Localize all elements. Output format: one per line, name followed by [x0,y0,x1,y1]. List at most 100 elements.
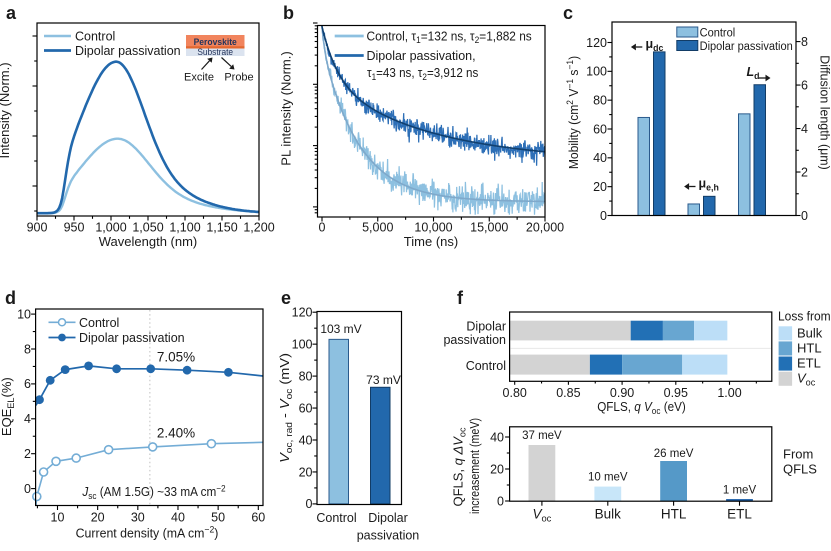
svg-text:60: 60 [251,511,265,525]
svg-text:Control: Control [700,27,736,39]
svg-text:Perovskite: Perovskite [194,37,237,47]
svg-text:8: 8 [24,342,31,356]
svg-text:Bulk: Bulk [595,507,622,522]
svg-text:QFLS: QFLS [783,462,817,477]
svg-text:15,000: 15,000 [470,221,508,235]
svg-text:Voc: Voc [797,371,816,388]
svg-text:increasement (meV): increasement (meV) [468,418,482,514]
svg-text:2: 2 [801,165,808,179]
svg-text:4: 4 [801,122,808,136]
svg-text:10: 10 [51,511,65,525]
svg-text:c: c [563,3,573,23]
svg-text:HTL: HTL [797,341,822,356]
svg-text:120: 120 [586,36,607,50]
svg-text:1,050: 1,050 [132,221,163,235]
svg-text:0: 0 [801,209,808,223]
svg-text:Dipolar passivation: Dipolar passivation [700,41,793,53]
svg-text:Dipolar passivation,: Dipolar passivation, [367,49,476,63]
svg-text:1.00: 1.00 [717,386,741,400]
svg-text:Wavelength (nm): Wavelength (nm) [99,234,198,249]
svg-text:Diffusion length (μm): Diffusion length (μm) [817,55,831,170]
svg-text:Control: Control [75,30,115,44]
svg-text:0: 0 [24,482,31,496]
svg-text:37 meV: 37 meV [522,430,562,442]
svg-text:40: 40 [593,151,607,165]
svg-text:10 meV: 10 meV [588,472,628,484]
svg-text:QFLS, q Voc (eV): QFLS, q Voc (eV) [597,399,686,416]
svg-text:Jsc (AM 1.5G) ~33 mA cm−2: Jsc (AM 1.5G) ~33 mA cm−2 [81,483,226,501]
svg-text:60: 60 [593,122,607,136]
svg-text:Dipolar: Dipolar [368,511,408,525]
svg-text:0: 0 [306,497,313,511]
svg-text:20: 20 [490,462,504,476]
svg-text:1,150: 1,150 [206,221,237,235]
svg-text:73 mV: 73 mV [366,373,401,387]
svg-text:1,100: 1,100 [169,221,200,235]
svg-text:7.05%: 7.05% [157,350,195,365]
svg-text:Dipolar passivation: Dipolar passivation [79,331,185,345]
svg-text:0.95: 0.95 [664,386,688,400]
svg-text:900: 900 [27,221,48,235]
svg-text:Control, τ1=132 ns, τ2=1,882 n: Control, τ1=132 ns, τ2=1,882 ns [367,29,532,45]
svg-text:2: 2 [24,447,31,461]
svg-text:80: 80 [593,93,607,107]
svg-text:passivation: passivation [357,528,420,542]
svg-text:60: 60 [299,401,313,415]
svg-text:0: 0 [319,221,326,235]
svg-text:100: 100 [292,337,313,351]
svg-text:Intensity (Norm.): Intensity (Norm.) [0,62,12,158]
svg-text:0: 0 [497,494,504,508]
svg-text:τ1=43 ns, τ2=3,912 ns: τ1=43 ns, τ2=3,912 ns [367,66,478,82]
svg-text:6: 6 [24,377,31,391]
svg-text:From: From [783,447,813,462]
svg-text:1,200: 1,200 [243,221,274,235]
svg-text:QFLS, q ΔVoc: QFLS, q ΔVoc [450,427,467,507]
svg-text:1 meV: 1 meV [723,484,757,496]
svg-text:ETL: ETL [727,507,752,522]
svg-text:120: 120 [292,306,313,320]
svg-text:6: 6 [801,78,808,92]
svg-text:0: 0 [600,209,607,223]
svg-text:Bulk: Bulk [797,326,823,341]
svg-text:Control: Control [466,359,506,373]
svg-text:0.80: 0.80 [503,386,527,400]
svg-text:50: 50 [211,511,225,525]
svg-text:40: 40 [490,430,504,444]
svg-text:20: 20 [593,180,607,194]
svg-text:20: 20 [91,511,105,525]
svg-text:PL intensity (Norm.): PL intensity (Norm.) [279,51,294,165]
svg-text:10: 10 [17,307,31,321]
svg-text:20: 20 [299,465,313,479]
svg-text:10,000: 10,000 [414,221,452,235]
svg-text:Loss from: Loss from [778,309,831,323]
svg-text:26 meV: 26 meV [654,448,694,460]
svg-text:0.90: 0.90 [610,386,634,400]
svg-text:Voc, rad - Voc (mV): Voc, rad - Voc (mV) [278,353,295,463]
svg-text:Dipolar: Dipolar [466,320,506,334]
svg-text:40: 40 [171,511,185,525]
svg-text:950: 950 [64,221,85,235]
svg-text:e: e [281,288,291,308]
svg-text:40: 40 [299,433,313,447]
svg-text:Ld: Ld [747,65,760,81]
svg-text:Substrate: Substrate [197,47,233,57]
svg-text:passivation: passivation [443,333,506,347]
svg-text:1,000: 1,000 [95,221,126,235]
svg-text:103 mV: 103 mV [320,322,361,336]
svg-text:a: a [6,3,17,23]
svg-text:4: 4 [24,412,31,426]
svg-text:Probe: Probe [224,72,253,84]
svg-text:8: 8 [801,35,808,49]
svg-text:2.40%: 2.40% [157,426,195,441]
svg-text:d: d [5,288,16,308]
svg-text:f: f [457,288,464,308]
svg-text:0.85: 0.85 [556,386,580,400]
svg-text:20,000: 20,000 [526,221,564,235]
svg-text:HTL: HTL [661,507,687,522]
svg-text:30: 30 [131,511,145,525]
svg-text:b: b [283,3,294,23]
svg-text:EQEEL(%): EQEEL(%) [0,377,16,436]
svg-text:Dipolar passivation: Dipolar passivation [75,44,181,58]
svg-text:Mobility (cm2 V−1 s−1): Mobility (cm2 V−1 s−1) [565,56,581,169]
svg-text:Current density (mA cm−2): Current density (mA cm−2) [76,524,219,540]
